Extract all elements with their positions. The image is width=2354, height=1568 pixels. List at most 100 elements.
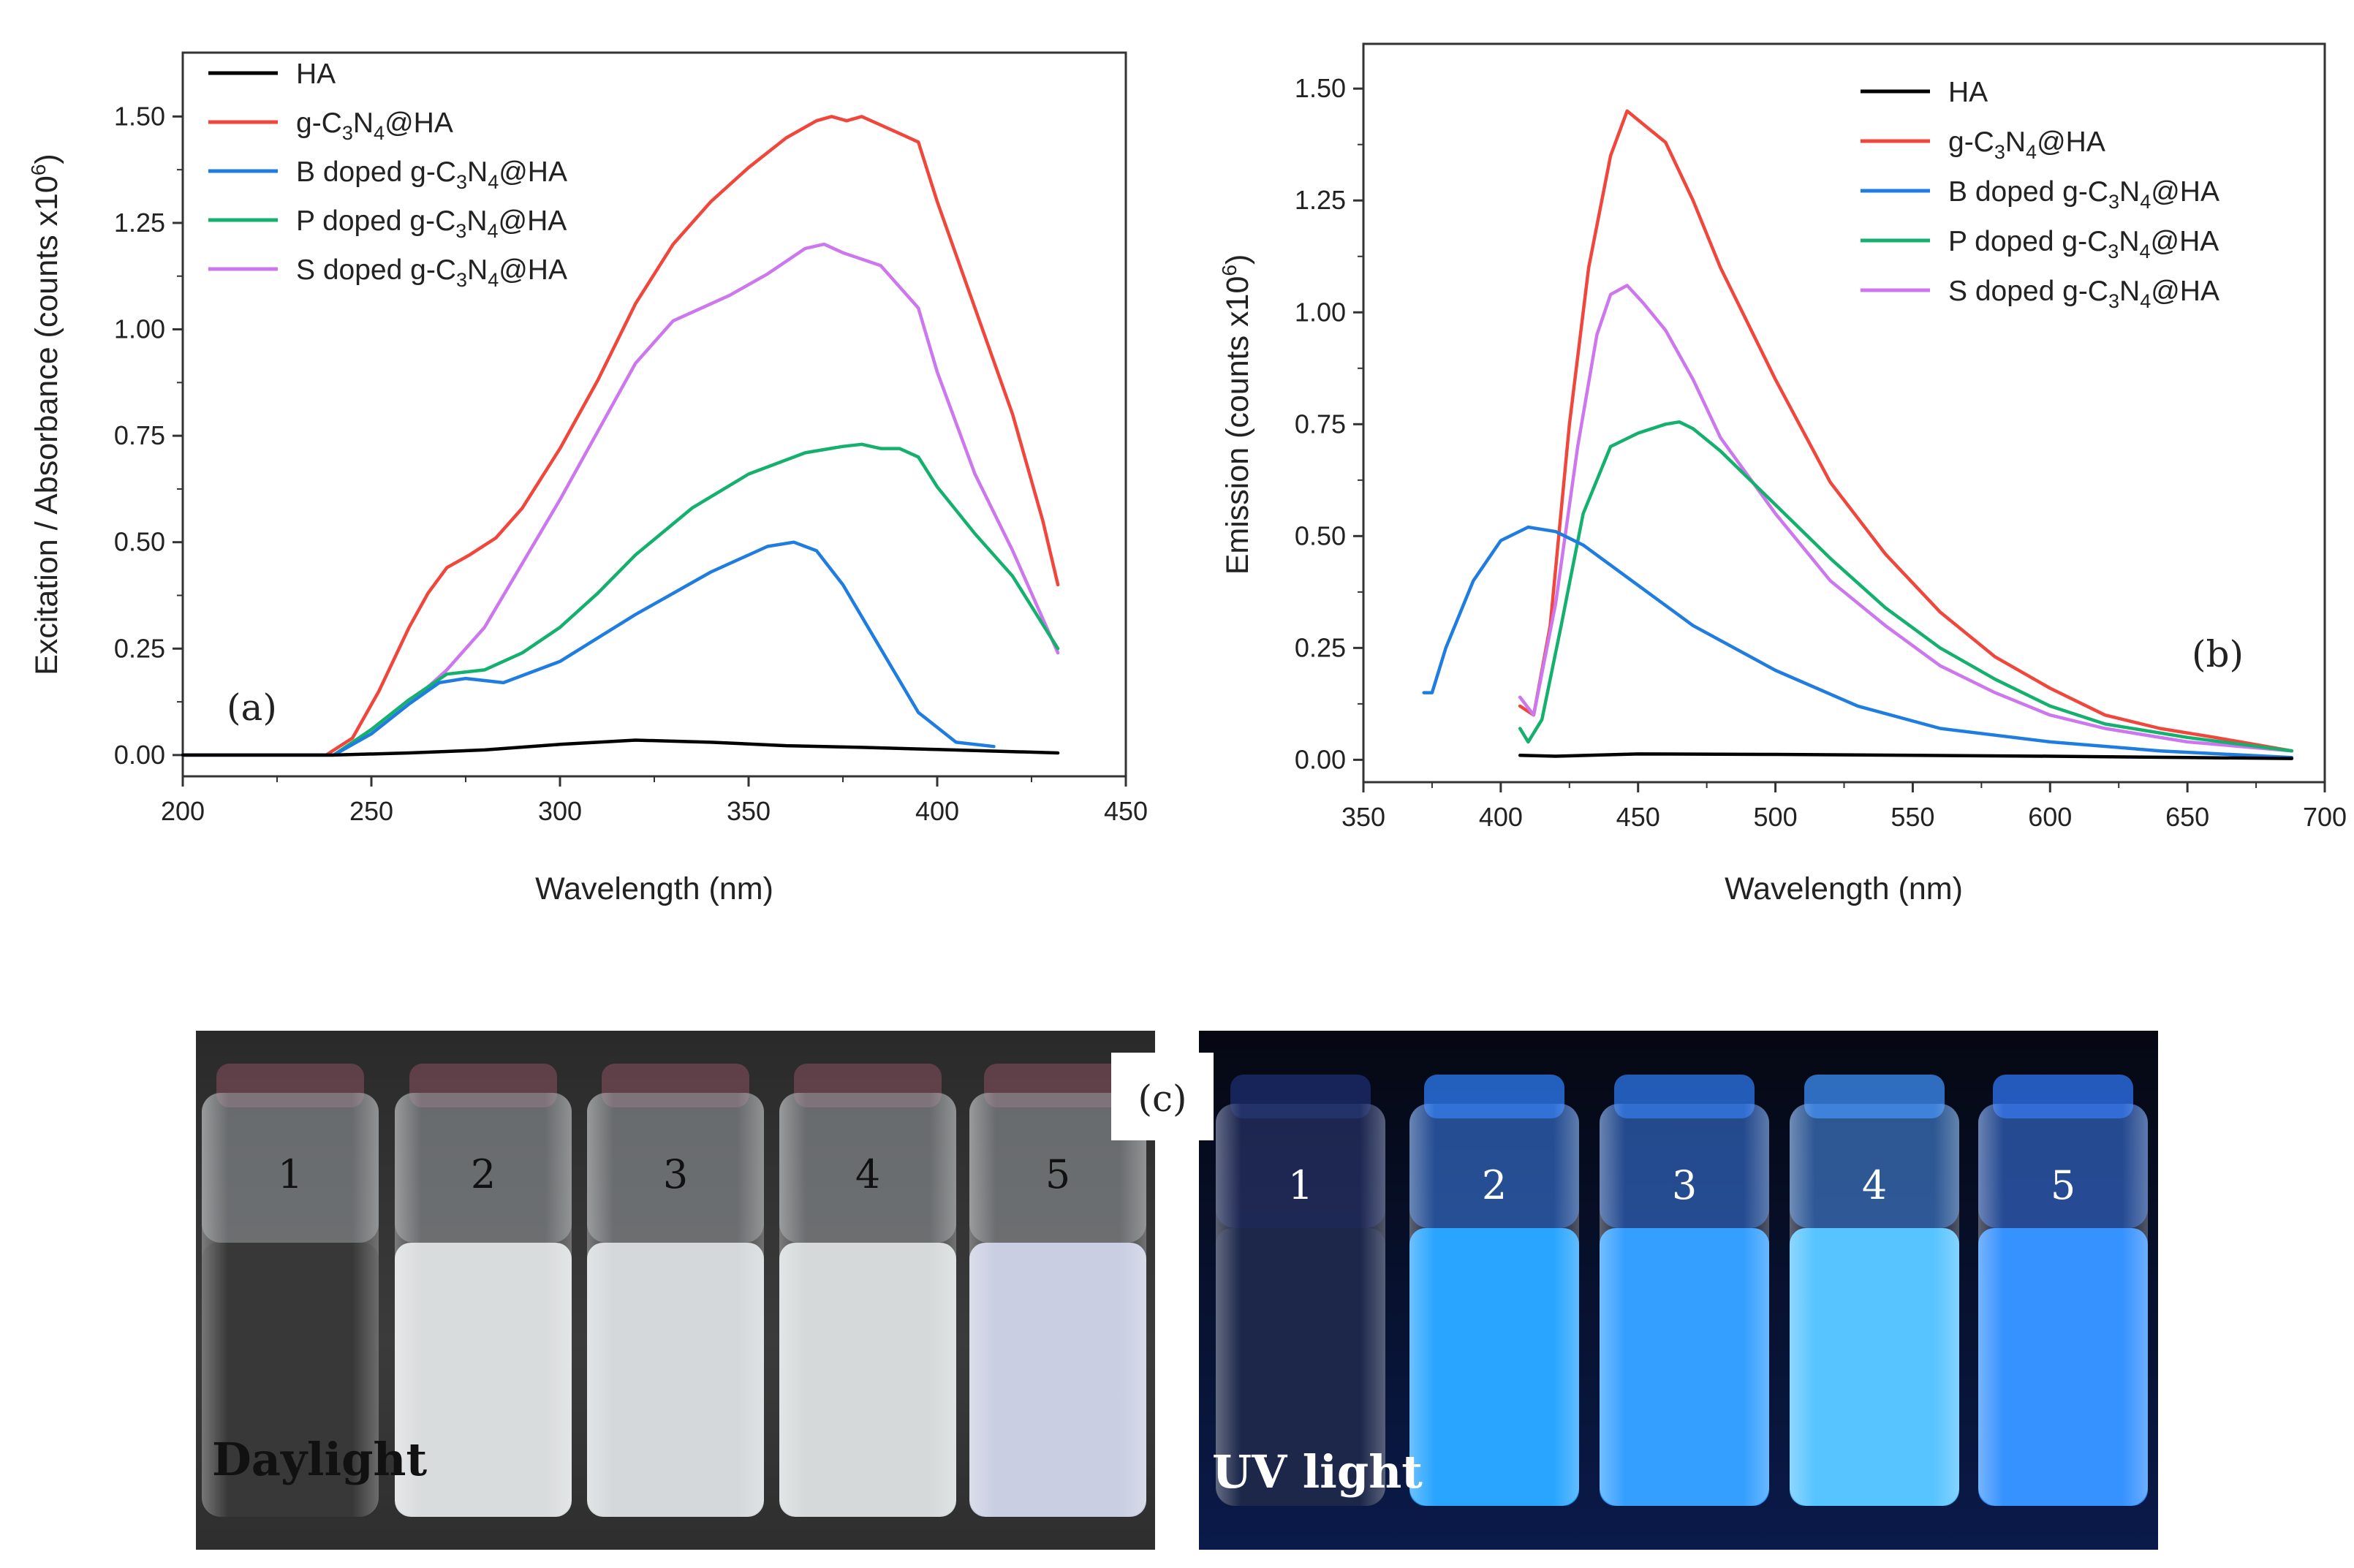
panel-c-photo: 1 2 3 4 5 Daylight 1 2 3 4 5 UV light (c) [196, 1031, 2158, 1550]
x-tick-label: 700 [2303, 802, 2347, 832]
series-line-B [181, 540, 996, 757]
vial-highlight [969, 1093, 1146, 1517]
vial: 3 [587, 1064, 764, 1517]
vial-number: 4 [1862, 1162, 1887, 1208]
series-line-B [1422, 525, 2294, 760]
legend: HA g-C3N4@HA B doped g-C3N4@HA P doped g-C3… [1861, 77, 2219, 312]
x-tick-label: 200 [161, 796, 205, 826]
vial-highlight [1790, 1104, 1959, 1506]
x-tick-label: 250 [349, 796, 393, 826]
uv-light-label: UV light [1212, 1445, 1423, 1499]
x-axis-title: Wavelength (nm) [535, 871, 773, 906]
panel-a-excitation-chart: 200 250 300 350 400 450 0.00 0.25 0.50 0.75 1.00 1… [27, 51, 1148, 906]
legend: HA g-C3N4@HA B doped g-C3N4@HA P doped g-C3… [208, 58, 567, 291]
legend-label: HA [296, 58, 336, 90]
y-tick-labels: 0.00 0.25 0.50 0.75 1.00 1.25 1.50 [114, 101, 165, 770]
legend-label: P doped g-C3N4@HA [296, 205, 567, 242]
vial-number: 3 [663, 1151, 688, 1197]
x-tick-label: 650 [2165, 802, 2209, 832]
x-tick-label: 350 [727, 796, 771, 826]
series-lines [181, 115, 1060, 757]
vial: 4 [1790, 1075, 1959, 1506]
axis-ticks [1353, 87, 2326, 792]
y-tick-label: 0.25 [114, 633, 165, 663]
x-tick-label: 550 [1891, 802, 1934, 832]
vial: 2 [395, 1064, 572, 1517]
y-tick-label: 0.00 [1295, 744, 1346, 774]
x-tick-label: 400 [915, 796, 959, 826]
series-line-S [181, 242, 1060, 757]
panel-c-tag: (c) [1138, 1077, 1187, 1120]
vial-number: 4 [855, 1151, 880, 1197]
y-axis-title: Excitation / Absorbance (counts x106) [27, 154, 64, 675]
y-tick-label: 0.75 [114, 420, 165, 450]
vial: 5 [969, 1064, 1146, 1517]
y-tick-labels: 0.00 0.25 0.50 0.75 1.00 1.25 1.50 [1295, 73, 1346, 774]
series-line-S [1518, 284, 2294, 753]
y-axis-title-superscript: 6 [27, 164, 50, 176]
legend-label: g-C3N4@HA [296, 107, 453, 144]
daylight-label: Daylight [212, 1433, 427, 1486]
y-tick-label: 0.00 [114, 740, 165, 770]
y-tick-label: 0.50 [1295, 520, 1346, 550]
axis-ticks [173, 115, 1127, 787]
series-line-HA [1518, 752, 2294, 760]
vial-number: 2 [471, 1151, 496, 1197]
vial: 4 [779, 1064, 956, 1517]
uv-vials: 1 2 3 4 5 [1216, 1075, 2148, 1506]
vial-highlight [1216, 1104, 1385, 1506]
vial: 2 [1409, 1075, 1579, 1506]
legend-label: g-C3N4@HA [1948, 126, 2105, 163]
x-tick-label: 300 [538, 796, 582, 826]
panel-b-emission-chart: 350 400 450 500 550 600 650 700 0.00 0.25 0.50 0.7… [1218, 42, 2347, 906]
x-tick-labels: 200 250 300 350 400 450 [161, 796, 1148, 826]
x-tick-label: 450 [1616, 802, 1660, 832]
vial-highlight [1978, 1104, 2148, 1506]
y-tick-label: 0.50 [114, 527, 165, 557]
x-tick-labels: 350 400 450 500 550 600 650 700 [1341, 802, 2347, 832]
y-tick-label: 1.25 [114, 208, 165, 238]
series-line-gC3N4 [1518, 109, 2294, 753]
y-tick-label: 1.50 [114, 101, 165, 131]
uv-photo: 1 2 3 4 5 UV light [1199, 1031, 2158, 1550]
panel-b-tag: (b) [2192, 633, 2244, 675]
legend-label: B doped g-C3N4@HA [1948, 176, 2219, 213]
vial: 1 [1216, 1075, 1385, 1506]
series-line-P [1518, 420, 2294, 753]
series-lines [1422, 109, 2294, 760]
y-tick-label: 1.00 [1295, 297, 1346, 327]
vial-number: 5 [2051, 1162, 2075, 1208]
vial-highlight [587, 1093, 764, 1517]
series-line-P [181, 442, 1060, 757]
panel-a-tag: (a) [227, 686, 277, 729]
vial: 5 [1978, 1075, 2148, 1506]
vial-number: 3 [1672, 1162, 1697, 1208]
vial-number: 1 [1288, 1162, 1313, 1208]
y-tick-label: 1.50 [1295, 73, 1346, 103]
y-axis-title-superscript: 6 [1218, 265, 1241, 276]
x-tick-label: 350 [1341, 802, 1385, 832]
x-tick-label: 400 [1479, 802, 1523, 832]
vial-highlight [395, 1093, 572, 1517]
legend-label: B doped g-C3N4@HA [296, 156, 567, 193]
panel-c-tag-box [1111, 1053, 1214, 1140]
y-tick-label: 0.75 [1295, 409, 1346, 439]
x-tick-label: 600 [2028, 802, 2072, 832]
vial-highlight [1409, 1104, 1579, 1506]
daylight-photo: 1 2 3 4 5 Daylight [196, 1031, 1155, 1550]
vial-highlight [779, 1093, 956, 1517]
legend-label: S doped g-C3N4@HA [1948, 276, 2219, 312]
x-tick-label: 450 [1104, 796, 1148, 826]
y-axis-title: Emission (counts x106) [1218, 254, 1255, 575]
vial: 1 [202, 1064, 379, 1517]
series-line-gC3N4 [181, 115, 1060, 757]
vial-highlight [1600, 1104, 1769, 1506]
vial-number: 1 [278, 1151, 303, 1197]
series-line-HA [181, 738, 1060, 757]
vial-number: 2 [1482, 1162, 1507, 1208]
x-tick-label: 500 [1754, 802, 1798, 832]
vial-number: 5 [1045, 1151, 1070, 1197]
vial-highlight [202, 1093, 379, 1517]
x-axis-title: Wavelength (nm) [1725, 871, 1963, 906]
